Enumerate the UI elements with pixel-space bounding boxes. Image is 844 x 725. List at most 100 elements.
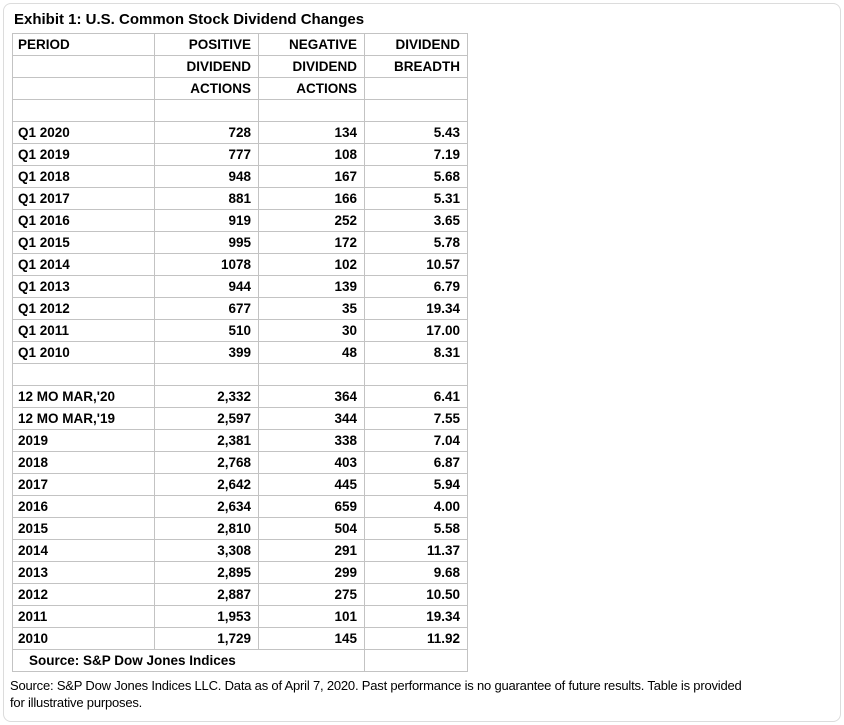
dividend-breadth-cell: 7.04 <box>364 429 468 452</box>
dividend-breadth-cell: 19.34 <box>364 297 468 320</box>
dividend-breadth-cell: 5.58 <box>364 517 468 540</box>
period-cell: Q1 2019 <box>12 143 155 166</box>
positive-actions-cell: 1078 <box>154 253 259 276</box>
positive-actions-cell: 2,597 <box>154 407 259 430</box>
period-cell: 2019 <box>12 429 155 452</box>
negative-actions-cell: NEGATIVE <box>258 33 365 56</box>
dividend-breadth-cell: 11.92 <box>364 627 468 650</box>
positive-actions-cell: 399 <box>154 341 259 364</box>
positive-actions-cell: 3,308 <box>154 539 259 562</box>
dividend-breadth-cell: 11.37 <box>364 539 468 562</box>
table-row: Q1 2019 777 108 7.19 <box>12 143 468 166</box>
dividend-breadth-cell: 9.68 <box>364 561 468 584</box>
positive-actions-cell: 1,953 <box>154 605 259 628</box>
table-header-row: DIVIDEND DIVIDEND BREADTH <box>12 55 468 78</box>
table-row: Q1 2012 677 35 19.34 <box>12 297 468 320</box>
dividend-breadth-cell: 6.79 <box>364 275 468 298</box>
negative-actions-cell: 275 <box>258 583 365 606</box>
period-cell: 2017 <box>12 473 155 496</box>
negative-actions-cell: 403 <box>258 451 365 474</box>
period-cell: 12 MO MAR,'20 <box>12 385 155 408</box>
table-row: 2017 2,642 445 5.94 <box>12 473 468 496</box>
dividend-breadth-cell: 5.68 <box>364 165 468 188</box>
positive-actions-cell: 728 <box>154 121 259 144</box>
dividend-breadth-cell: 17.00 <box>364 319 468 342</box>
period-cell <box>12 55 155 78</box>
positive-actions-cell: 948 <box>154 165 259 188</box>
negative-actions-cell: 364 <box>258 385 365 408</box>
positive-actions-cell: 677 <box>154 297 259 320</box>
positive-actions-cell: 944 <box>154 275 259 298</box>
table-row: Q1 2018 948 167 5.68 <box>12 165 468 188</box>
period-cell: Q1 2012 <box>12 297 155 320</box>
dividend-breadth-cell <box>364 363 468 386</box>
negative-actions-cell: 344 <box>258 407 365 430</box>
table-row: Q1 2014 1078 102 10.57 <box>12 253 468 276</box>
period-cell: 2016 <box>12 495 155 518</box>
dividend-breadth-cell: DIVIDEND <box>364 33 468 56</box>
source-row-empty-cell <box>364 649 468 672</box>
source-row: Source: S&P Dow Jones Indices <box>12 649 468 672</box>
period-cell: Q1 2010 <box>12 341 155 364</box>
negative-actions-cell: 504 <box>258 517 365 540</box>
table-row: Q1 2016 919 252 3.65 <box>12 209 468 232</box>
table-row: Q1 2011 510 30 17.00 <box>12 319 468 342</box>
table-row: 2012 2,887 275 10.50 <box>12 583 468 606</box>
positive-actions-cell: 2,332 <box>154 385 259 408</box>
dividend-breadth-cell: 8.31 <box>364 341 468 364</box>
period-cell: Q1 2018 <box>12 165 155 188</box>
table-row: Q1 2010 399 48 8.31 <box>12 341 468 364</box>
positive-actions-cell: 2,810 <box>154 517 259 540</box>
negative-actions-cell: 172 <box>258 231 365 254</box>
table-row: 2011 1,953 101 19.34 <box>12 605 468 628</box>
period-cell: Q1 2011 <box>12 319 155 342</box>
table-row: Q1 2020 728 134 5.43 <box>12 121 468 144</box>
negative-actions-cell: 291 <box>258 539 365 562</box>
negative-actions-cell: 338 <box>258 429 365 452</box>
period-cell: Q1 2015 <box>12 231 155 254</box>
exhibit-title: Exhibit 1: U.S. Common Stock Dividend Ch… <box>14 11 365 28</box>
period-cell: 2015 <box>12 517 155 540</box>
dividend-breadth-cell: 6.41 <box>364 385 468 408</box>
table-row <box>12 363 468 386</box>
dividend-breadth-cell: 6.87 <box>364 451 468 474</box>
negative-actions-cell: ACTIONS <box>258 77 365 100</box>
period-cell <box>12 77 155 100</box>
period-cell: 2018 <box>12 451 155 474</box>
dividend-breadth-cell: BREADTH <box>364 55 468 78</box>
footnote-line-2: for illustrative purposes. <box>10 695 143 710</box>
positive-actions-cell: 995 <box>154 231 259 254</box>
period-cell: 12 MO MAR,'19 <box>12 407 155 430</box>
negative-actions-cell: 108 <box>258 143 365 166</box>
period-cell: 2014 <box>12 539 155 562</box>
dividend-breadth-cell: 3.65 <box>364 209 468 232</box>
positive-actions-cell: ACTIONS <box>154 77 259 100</box>
table-header-row: PERIOD POSITIVE NEGATIVE DIVIDEND <box>12 33 468 56</box>
positive-actions-cell: 919 <box>154 209 259 232</box>
negative-actions-cell: 35 <box>258 297 365 320</box>
positive-actions-cell: 881 <box>154 187 259 210</box>
dividend-breadth-cell: 10.50 <box>364 583 468 606</box>
positive-actions-cell: 510 <box>154 319 259 342</box>
dividend-breadth-cell: 4.00 <box>364 495 468 518</box>
footnote: Source: S&P Dow Jones Indices LLC. Data … <box>10 677 838 711</box>
period-cell <box>12 99 155 122</box>
dividend-breadth-cell: 19.34 <box>364 605 468 628</box>
table-row: 12 MO MAR,'19 2,597 344 7.55 <box>12 407 468 430</box>
dividend-changes-table: PERIOD POSITIVE NEGATIVE DIVIDEND DIVIDEND DI… <box>12 33 468 672</box>
positive-actions-cell: 777 <box>154 143 259 166</box>
table-row: 2014 3,308 291 11.37 <box>12 539 468 562</box>
dividend-breadth-cell: 7.55 <box>364 407 468 430</box>
negative-actions-cell <box>258 363 365 386</box>
table-row: 2016 2,634 659 4.00 <box>12 495 468 518</box>
negative-actions-cell: 102 <box>258 253 365 276</box>
positive-actions-cell: 2,642 <box>154 473 259 496</box>
negative-actions-cell: 659 <box>258 495 365 518</box>
dividend-breadth-cell <box>364 99 468 122</box>
positive-actions-cell: 2,381 <box>154 429 259 452</box>
negative-actions-cell: 101 <box>258 605 365 628</box>
table-row: 2010 1,729 145 11.92 <box>12 627 468 650</box>
negative-actions-cell: DIVIDEND <box>258 55 365 78</box>
period-cell: Q1 2016 <box>12 209 155 232</box>
positive-actions-cell: 2,887 <box>154 583 259 606</box>
